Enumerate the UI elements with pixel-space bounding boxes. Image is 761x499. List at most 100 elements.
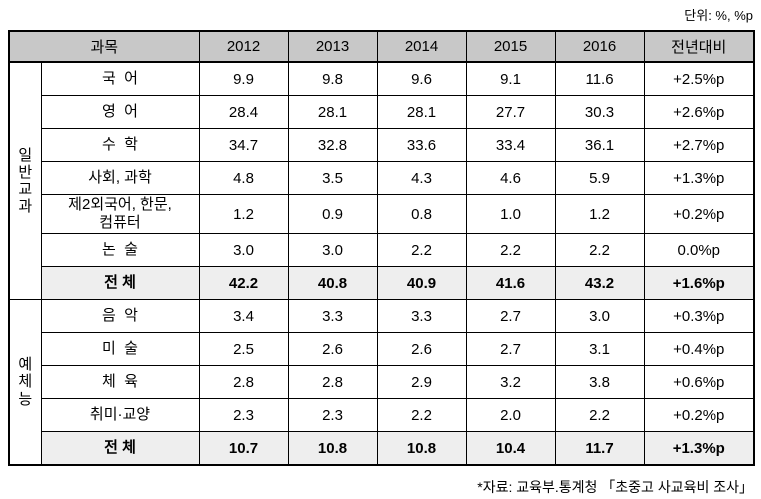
value-cell: 34.7 [198,128,289,162]
value-cell: 30.3 [554,95,645,129]
change-cell: +0.3%p [643,299,755,333]
value-cell: 4.8 [198,161,289,195]
change-cell: +0.2%p [643,398,755,432]
value-cell: 10.7 [198,431,289,466]
subject-cell: 논 술 [40,233,200,267]
total-row: 전 체 10.7 10.8 10.8 10.4 11.7 +1.3%p [9,431,755,466]
value-cell: 33.4 [465,128,556,162]
value-cell: 9.1 [465,61,556,96]
subject-cell: 음 악 [40,299,200,333]
change-cell: +2.5%p [643,61,755,96]
subjects-table: 과목 2012 2013 2014 2015 2016 전년대비 일반교과 국 어… [8,30,756,466]
data-row: 미 술 2.5 2.6 2.6 2.7 3.1 +0.4%p [9,332,755,366]
value-cell: 41.6 [465,266,556,300]
subject-cell: 전 체 [40,266,200,300]
change-cell: +1.6%p [643,266,755,300]
value-cell: 2.3 [198,398,289,432]
value-cell: 1.2 [554,194,645,234]
header-row: 과목 2012 2013 2014 2015 2016 전년대비 [8,30,755,63]
value-cell: 3.0 [198,233,289,267]
value-cell: 5.9 [554,161,645,195]
group-label: 일반교과 [8,61,42,300]
value-cell: 11.6 [554,61,645,96]
col-header-year-4: 2015 [465,30,556,63]
value-cell: 0.9 [287,194,378,234]
value-cell: 2.6 [287,332,378,366]
value-cell: 10.8 [287,431,378,466]
value-cell: 3.2 [465,365,556,399]
value-cell: 28.4 [198,95,289,129]
value-cell: 2.8 [287,365,378,399]
subject-cell: 수 학 [40,128,200,162]
data-row: 수 학 34.7 32.8 33.6 33.4 36.1 +2.7%p [9,128,755,162]
value-cell: 2.7 [465,299,556,333]
subject-cell: 체 육 [40,365,200,399]
value-cell: 43.2 [554,266,645,300]
data-row: 예체능 음 악 3.4 3.3 3.3 2.7 3.0 +0.3%p [8,299,755,466]
data-row: 사회, 과학 4.8 3.5 4.3 4.6 5.9 +1.3%p [9,161,755,195]
subject-cell: 미 술 [40,332,200,366]
value-cell: 3.3 [287,299,378,333]
subject-cell: 제2외국어, 한문, 컴퓨터 [40,194,200,234]
data-row: 논 술 3.0 3.0 2.2 2.2 2.2 0.0%p [9,233,755,267]
value-cell: 3.3 [376,299,467,333]
value-cell: 9.8 [287,61,378,96]
value-cell: 28.1 [376,95,467,129]
table-body: 일반교과 국 어 9.9 9.8 9.6 9.1 11.6 +2.5%p 영 어 28.4 28.1… [8,61,755,466]
value-cell: 1.2 [198,194,289,234]
value-cell: 10.4 [465,431,556,466]
value-cell: 2.2 [554,233,645,267]
col-header-year-2: 2013 [287,30,378,63]
change-cell: +2.6%p [643,95,755,129]
data-row: 일반교과 국 어 9.9 9.8 9.6 9.1 11.6 +2.5%p [8,61,755,300]
group-label: 예체능 [8,299,42,466]
total-row: 전 체 42.2 40.8 40.9 41.6 43.2 +1.6%p [9,266,755,300]
value-cell: 40.8 [287,266,378,300]
value-cell: 3.0 [554,299,645,333]
value-cell: 27.7 [465,95,556,129]
value-cell: 3.5 [287,161,378,195]
value-cell: 1.0 [465,194,556,234]
source-footnote: *자료: 교육부.통계청 「초중고 사교육비 조사」 [477,479,753,495]
col-header-subject: 과목 [8,30,200,63]
change-cell: +2.7%p [643,128,755,162]
value-cell: 11.7 [554,431,645,466]
value-cell: 42.2 [198,266,289,300]
change-cell: +1.3%p [643,431,755,466]
value-cell: 2.8 [198,365,289,399]
value-cell: 3.4 [198,299,289,333]
value-cell: 2.9 [376,365,467,399]
change-cell: 0.0%p [643,233,755,267]
value-cell: 2.3 [287,398,378,432]
value-cell: 2.2 [376,398,467,432]
value-cell: 10.8 [376,431,467,466]
data-row: 제2외국어, 한문, 컴퓨터 1.2 0.9 0.8 1.0 1.2 +0.2%p [9,194,755,234]
data-row: 체 육 2.8 2.8 2.9 3.2 3.8 +0.6%p [9,365,755,399]
subject-cell: 사회, 과학 [40,161,200,195]
value-cell: 9.6 [376,61,467,96]
value-cell: 2.0 [465,398,556,432]
unit-label: 단위: %, %p [684,8,753,23]
value-cell: 4.6 [465,161,556,195]
value-cell: 2.5 [198,332,289,366]
value-cell: 32.8 [287,128,378,162]
value-cell: 3.0 [287,233,378,267]
value-cell: 2.2 [554,398,645,432]
subject-cell: 전 체 [40,431,200,466]
value-cell: 3.1 [554,332,645,366]
col-header-change: 전년대비 [643,30,755,63]
subject-cell: 취미·교양 [40,398,200,432]
change-cell: +0.6%p [643,365,755,399]
change-cell: +1.3%p [643,161,755,195]
subject-cell: 국 어 [40,61,200,96]
col-header-year-5: 2016 [554,30,645,63]
value-cell: 3.8 [554,365,645,399]
change-cell: +0.2%p [643,194,755,234]
value-cell: 2.6 [376,332,467,366]
value-cell: 36.1 [554,128,645,162]
value-cell: 40.9 [376,266,467,300]
value-cell: 4.3 [376,161,467,195]
value-cell: 2.2 [465,233,556,267]
data-row: 취미·교양 2.3 2.3 2.2 2.0 2.2 +0.2%p [9,398,755,432]
